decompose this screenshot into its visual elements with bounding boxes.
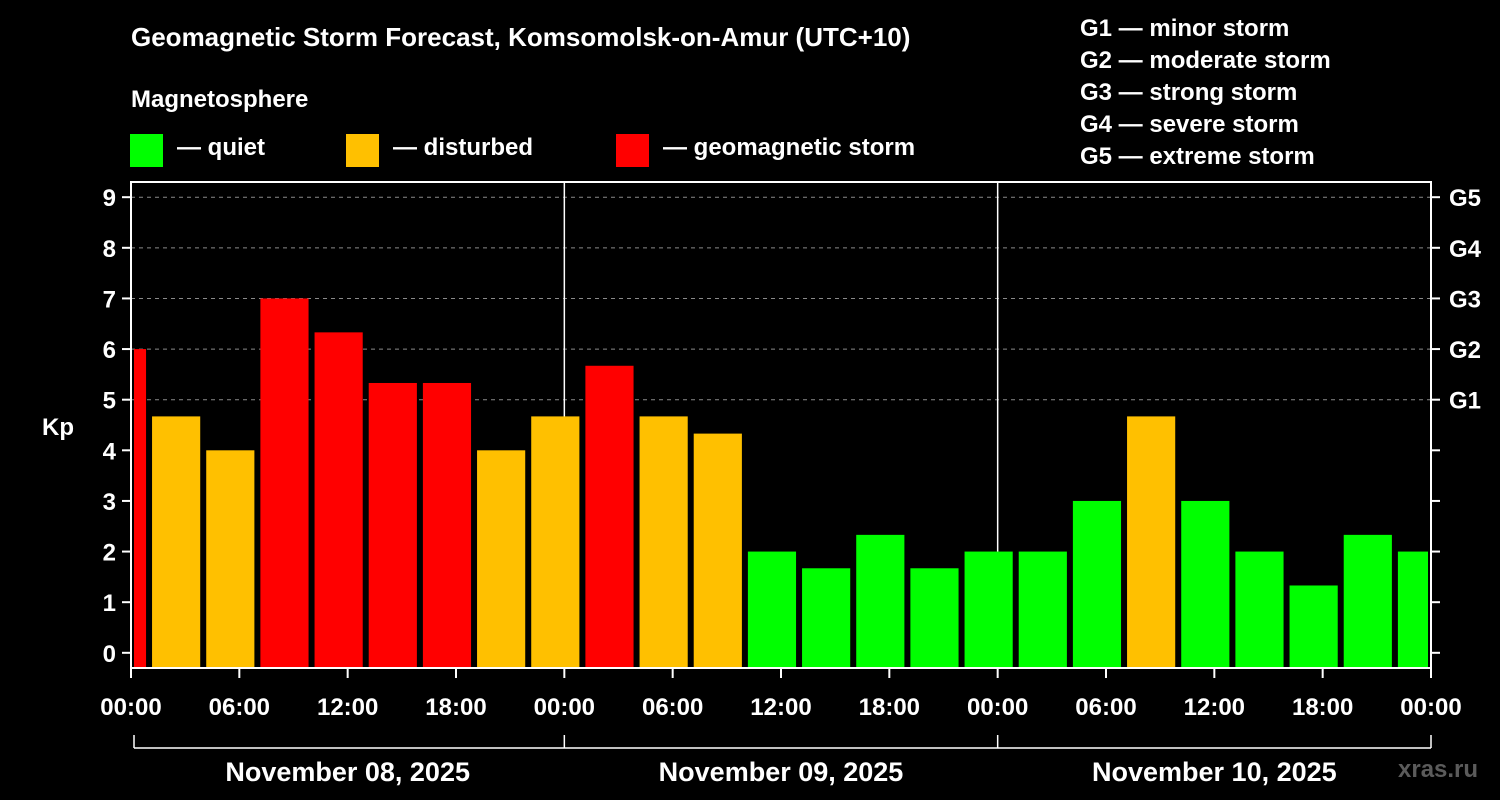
- kp-bar: [1343, 534, 1392, 668]
- x-tick-label: 12:00: [317, 694, 378, 721]
- legend-swatch-storm: [616, 134, 649, 167]
- kp-bar: [585, 365, 634, 668]
- kp-bar: [747, 551, 797, 668]
- legend-label-quiet: — quiet: [177, 134, 265, 161]
- kp-bar: [260, 298, 309, 668]
- kp-bar: [1397, 551, 1428, 668]
- y-tick-label: 8: [103, 236, 116, 263]
- kp-bar: [910, 568, 959, 668]
- y-axis-label: Kp: [42, 414, 74, 441]
- g-level-label: G1: [1449, 388, 1481, 415]
- kp-bar: [1127, 416, 1176, 668]
- x-tick-label: 06:00: [642, 694, 703, 721]
- x-tick-label: 00:00: [534, 694, 595, 721]
- legend-label-disturbed: — disturbed: [393, 134, 534, 161]
- kp-bar: [1289, 585, 1338, 668]
- legend-label-storm: — geomagnetic storm: [663, 134, 916, 161]
- y-tick-label: 2: [103, 540, 116, 567]
- x-tick-label: 18:00: [425, 694, 486, 721]
- kp-bar: [964, 551, 1013, 668]
- kp-bar: [1235, 551, 1284, 668]
- date-label: November 10, 2025: [1092, 757, 1337, 787]
- g-scale-g2: G2 — moderate storm: [1080, 47, 1331, 74]
- watermark: xras.ru: [1398, 756, 1479, 783]
- y-tick-label: 6: [103, 337, 116, 364]
- kp-bar: [368, 382, 417, 668]
- kp-bar: [802, 568, 851, 668]
- kp-bar: [134, 349, 147, 668]
- x-tick-label: 00:00: [967, 694, 1028, 721]
- kp-bar: [314, 332, 363, 668]
- y-tick-label: 0: [103, 641, 116, 668]
- y-tick-label: 9: [103, 185, 116, 212]
- y-tick-label: 4: [103, 438, 117, 465]
- kp-bar: [693, 433, 742, 668]
- y-tick-label: 3: [103, 489, 116, 516]
- g-scale-g1: G1 — minor storm: [1080, 15, 1290, 42]
- x-tick-label: 00:00: [1400, 694, 1461, 721]
- x-tick-label: 06:00: [1075, 694, 1136, 721]
- x-tick-label: 06:00: [209, 694, 270, 721]
- x-tick-label: 12:00: [1184, 694, 1245, 721]
- kp-bar: [639, 416, 688, 668]
- date-label: November 08, 2025: [225, 757, 470, 787]
- g-scale-g5: G5 — extreme storm: [1080, 143, 1315, 170]
- kp-bar: [1181, 500, 1230, 668]
- x-tick-label: 18:00: [859, 694, 920, 721]
- kp-bar: [152, 416, 201, 668]
- y-tick-label: 1: [103, 590, 116, 617]
- legend-heading: Magnetosphere: [131, 86, 309, 113]
- g-scale-g4: G4 — severe storm: [1080, 111, 1299, 138]
- kp-bar: [206, 450, 255, 668]
- y-tick-label: 5: [103, 388, 116, 415]
- legend-swatch-quiet: [130, 134, 163, 167]
- kp-bar: [477, 450, 526, 668]
- g-level-label: G4: [1449, 236, 1482, 263]
- chart-title: Geomagnetic Storm Forecast, Komsomolsk-o…: [131, 22, 911, 52]
- kp-bar: [1018, 551, 1067, 668]
- kp-bar: [856, 534, 905, 668]
- y-tick-label: 7: [103, 286, 116, 313]
- kp-bar: [1072, 500, 1122, 668]
- legend-swatch-disturbed: [346, 134, 379, 167]
- kp-bar: [422, 382, 472, 668]
- g-scale-g3: G3 — strong storm: [1080, 79, 1298, 106]
- kp-bar: [531, 416, 580, 668]
- x-tick-label: 12:00: [750, 694, 811, 721]
- x-tick-label: 00:00: [100, 694, 161, 721]
- g-level-label: G5: [1449, 185, 1481, 212]
- x-tick-label: 18:00: [1292, 694, 1353, 721]
- g-level-label: G3: [1449, 286, 1481, 313]
- date-label: November 09, 2025: [659, 757, 904, 787]
- g-level-label: G2: [1449, 337, 1481, 364]
